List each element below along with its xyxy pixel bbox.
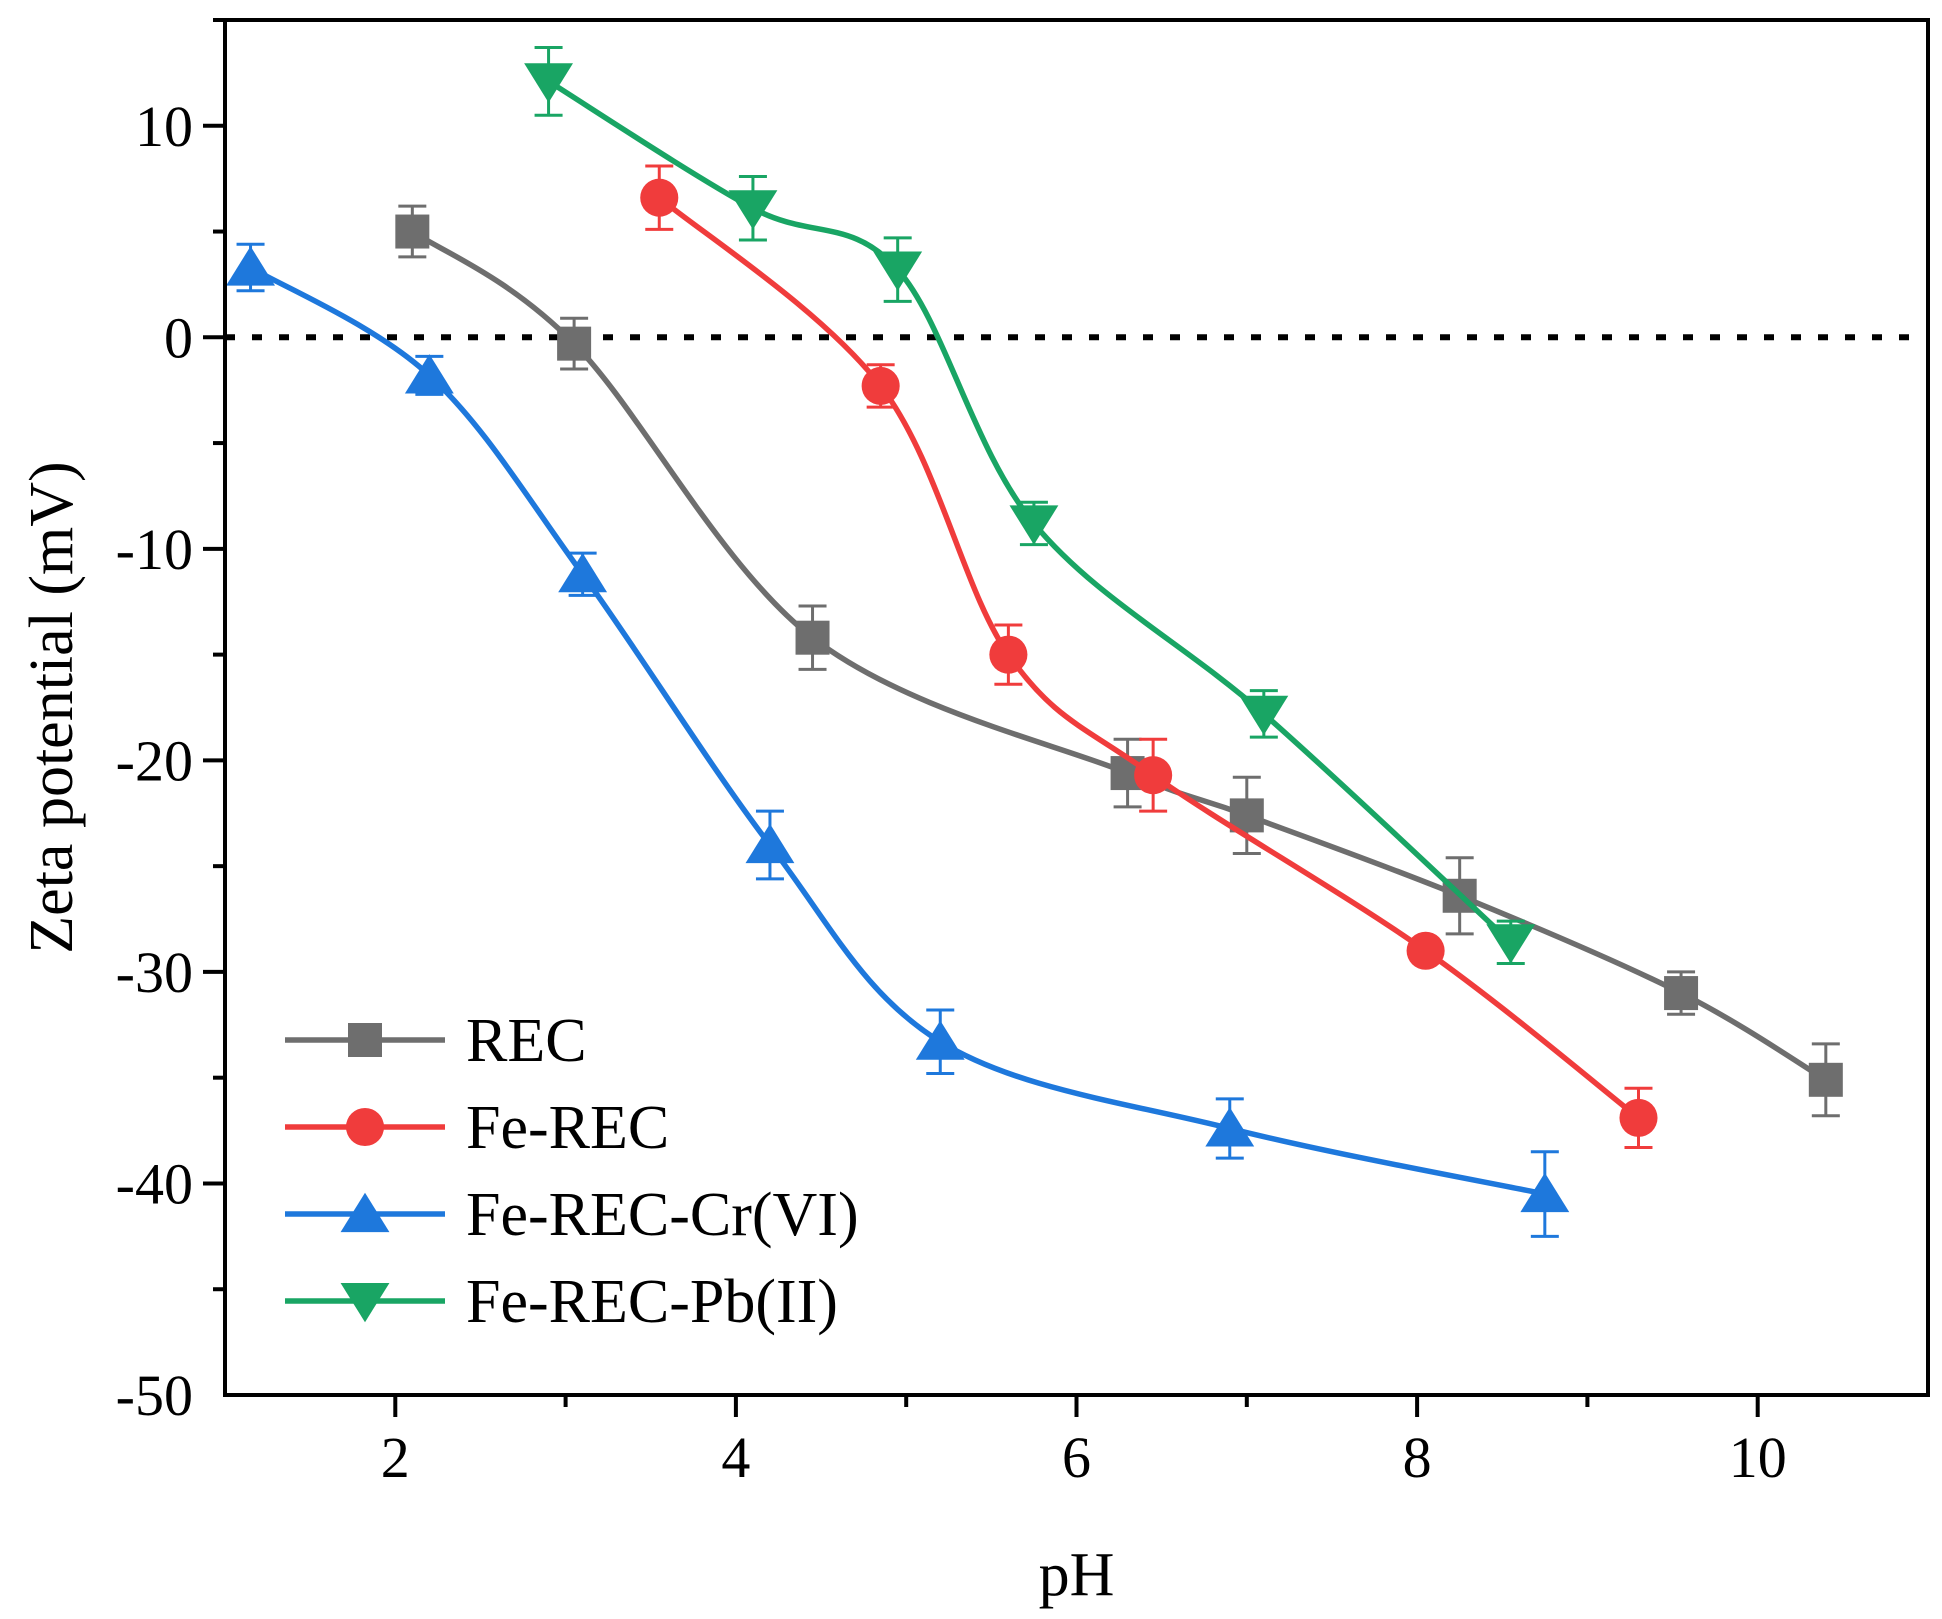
data-point [1520,1172,1570,1213]
y-axis-title: Zeta potential (mV) [18,461,86,953]
data-point [861,366,900,406]
data-point [728,190,778,230]
x-tick-label: 10 [1729,1425,1787,1490]
data-point [558,552,608,593]
series-line [410,229,1828,1083]
legend-label: Fe-REC-Pb(II) [466,1268,838,1336]
series-rec [395,204,1843,1118]
y-tick-label: -30 [116,940,193,1005]
data-point [873,251,923,291]
series-fe-rec-pb-ii- [524,46,1536,965]
x-tick-label: 4 [721,1425,750,1490]
data-point [1619,1098,1658,1137]
legend-item: Fe-REC [285,1094,669,1162]
x-tick-label: 6 [1062,1425,1091,1490]
data-point [395,214,430,249]
data-point [915,1020,965,1060]
data-point [404,354,454,394]
data-point [1808,1062,1843,1097]
legend: REC Fe-REC Fe-REC-Cr(VI) Fe-REC-Pb(II) [285,1007,859,1336]
data-point [557,326,592,361]
legend-marker [340,1192,390,1233]
legend-item: REC [285,1007,587,1075]
legend-marker [340,1282,390,1323]
y-tick-label: -50 [116,1363,193,1428]
data-point [1406,931,1445,970]
series-line [657,195,1641,1121]
legend-marker [348,1023,382,1057]
legend-item: Fe-REC-Pb(II) [285,1268,838,1336]
legend-label: Fe-REC [466,1094,669,1162]
data-point [1239,695,1289,736]
data-point [1205,1107,1255,1147]
data-point [1486,924,1536,964]
y-tick-label: 10 [135,94,193,159]
legend-label: Fe-REC-Cr(VI) [466,1181,859,1249]
legend-marker [345,1107,385,1147]
y-tick-label: 0 [164,305,193,370]
series-fe-rec [640,164,1658,1149]
data-point [1134,756,1173,795]
data-point [640,178,679,217]
data-point [745,823,795,864]
series-fe-rec-cr-vi- [226,242,1570,1238]
data-point [989,635,1028,674]
legend-label: REC [466,1007,587,1075]
legend-item: Fe-REC-Cr(VI) [285,1181,859,1249]
x-tick-label: 2 [381,1425,410,1490]
plot-layer [225,46,1928,1238]
data-point [1664,976,1699,1011]
data-point [524,63,574,103]
x-tick-label: 8 [1403,1425,1432,1490]
y-tick-label: -40 [116,1151,193,1216]
data-point [795,620,830,655]
y-tick-label: -20 [116,728,193,793]
x-axis-title: pH [1039,1541,1115,1609]
axes-layer: 2 4 6 8 10 10 0 -10 -20 -30 -40 -50 pH Zeta potential… [18,18,1930,1609]
y-tick-label: -10 [116,517,193,582]
data-point [1009,505,1059,545]
data-point [226,246,275,286]
